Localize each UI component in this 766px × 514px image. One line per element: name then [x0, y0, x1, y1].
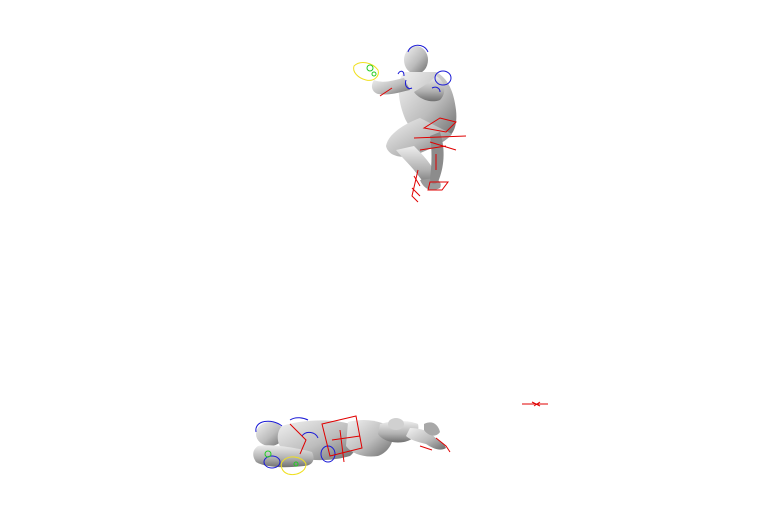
crouching-figure-control-curves[interactable]: [353, 44, 467, 203]
lying-figure-control-curves[interactable]: [255, 415, 451, 475]
crouching-figure[interactable]: [353, 44, 467, 203]
floor-control-curve[interactable]: [522, 401, 548, 407]
lying-figure[interactable]: [253, 415, 451, 475]
crouching-figure-mesh[interactable]: [371, 46, 457, 190]
lying-figure-mesh[interactable]: [253, 418, 446, 468]
